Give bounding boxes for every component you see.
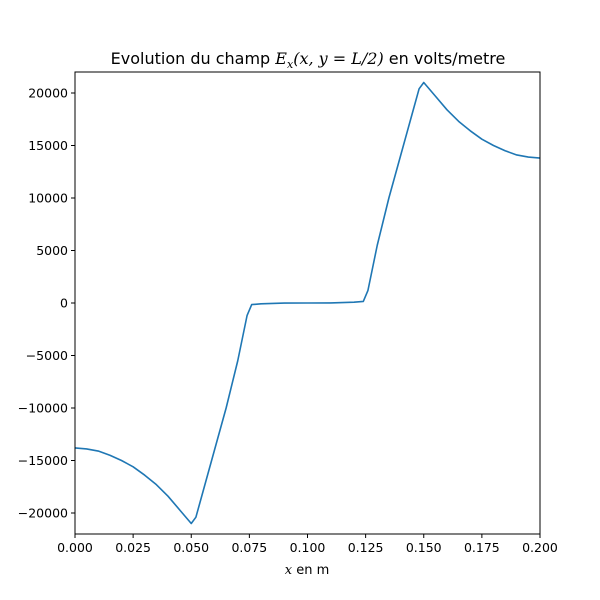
y-tick-label: −20000 [18,506,68,521]
y-tick-label: 5000 [36,243,68,258]
x-tick-label: 0.175 [464,540,500,555]
y-axis: −20000 −15000 −10000 −5000 0 5000 10000 15000 20… [18,86,75,521]
title-suffix: en volts/metre [384,49,506,68]
title-args: (x, y = L/2) [293,49,384,68]
title-prefix: Evolution du champ [111,49,276,68]
x-tick-label: 0.200 [522,540,558,555]
y-tick-label: −15000 [18,453,68,468]
x-tick-label: 0.100 [290,540,326,555]
series-layer [74,81,541,525]
x-tick-label: 0.000 [57,540,93,555]
x-axis-label-variable: x [285,563,293,578]
x-tick-label: 0.025 [115,540,151,555]
y-tick-label: 0 [60,296,68,311]
title-symbol: E [274,49,287,68]
y-tick-label: 10000 [28,191,68,206]
x-tick-label: 0.050 [173,540,209,555]
y-tick-label: 15000 [28,138,68,153]
x-tick-label: 0.150 [406,540,442,555]
title-subscript: x [287,58,294,71]
y-tick-label: −10000 [18,401,68,416]
series-line-0 [74,81,541,525]
y-tick-label: −5000 [26,348,68,363]
x-axis-label: x en m [285,563,330,578]
x-tick-label: 0.125 [348,540,384,555]
chart-title: Evolution du champ Ex(x, y = L/2) en vol… [111,49,506,71]
x-axis: 0.000 0.025 0.050 0.075 0.100 0.125 0.150 0.175… [57,534,558,555]
y-tick-label: 20000 [28,86,68,101]
x-tick-label: 0.075 [231,540,267,555]
x-axis-label-rest: en m [292,563,329,578]
